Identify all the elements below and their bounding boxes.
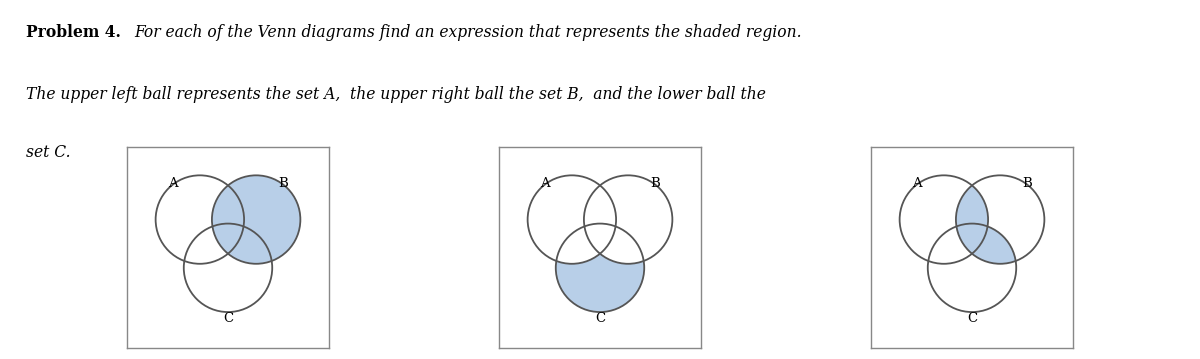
Text: B: B (278, 177, 288, 190)
Text: B: B (650, 177, 660, 190)
Text: A: A (912, 177, 922, 190)
Text: Problem 4.: Problem 4. (26, 24, 121, 41)
Text: A: A (540, 177, 550, 190)
Polygon shape (556, 224, 644, 312)
Text: C: C (967, 312, 977, 325)
Text: set C.: set C. (26, 144, 71, 160)
Text: C: C (595, 312, 605, 325)
Text: For each of the Venn diagrams find an expression that represents the shaded regi: For each of the Venn diagrams find an ex… (134, 24, 802, 41)
Text: A: A (168, 177, 178, 190)
Polygon shape (556, 224, 644, 312)
Text: C: C (223, 312, 233, 325)
Text: The upper left ball represents the set A,  the upper right ball the set B,  and : The upper left ball represents the set A… (26, 86, 766, 103)
Polygon shape (900, 175, 988, 264)
Polygon shape (956, 175, 1044, 264)
Text: B: B (1022, 177, 1032, 190)
Polygon shape (556, 224, 644, 312)
Polygon shape (212, 175, 300, 264)
